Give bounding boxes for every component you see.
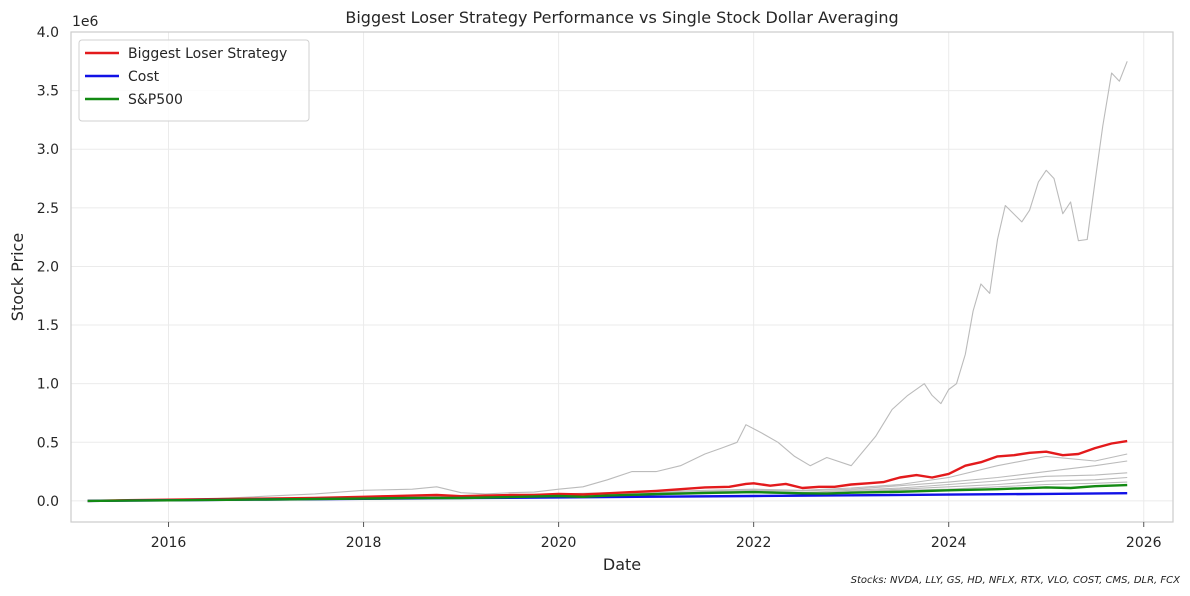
stock-line-3 [87,61,1128,502]
x-tick-label: 2018 [346,535,382,551]
y-offset-label: 1e6 [72,14,99,30]
y-tick-label: 0.5 [37,435,59,451]
y-tick-label: 1.5 [37,318,59,334]
x-tick-label: 2026 [1126,535,1162,551]
legend: Biggest Loser Strategy Cost S&P500 [78,39,310,122]
y-tick-label: 2.0 [37,259,59,275]
legend-label: S&P500 [128,92,183,108]
x-tick-label: 2016 [151,535,187,551]
y-tick-label: 1.0 [37,377,59,393]
x-tick-label: 2024 [931,535,967,551]
legend-label: Biggest Loser Strategy [128,46,287,62]
y-tick-label: 4.0 [37,25,59,41]
legend-label: Cost [128,69,160,85]
y-tick-label: 0.0 [37,494,59,510]
y-tick-label: 3.0 [37,142,59,158]
series-layer [87,61,1128,503]
y-axis-label: Stock Price [8,233,27,321]
y-tick-label: 3.5 [37,84,59,100]
stocks-footnote: Stocks: NVDA, LLY, GS, HD, NFLX, RTX, VL… [851,575,1182,586]
grid [71,31,1173,522]
legend-box [78,39,310,122]
x-tick-label: 2020 [541,535,577,551]
ticks: 2016 2018 2020 2022 2024 2026 0.0 0.5 1.0 1.5 2.0 2… [37,25,1162,551]
x-tick-label: 2022 [736,535,772,551]
x-axis-label: Date [603,555,641,574]
series-line-s-p500 [87,483,1128,503]
plot-frame [70,31,1174,523]
chart-title: Biggest Loser Strategy Performance vs Si… [345,8,898,27]
series-line-biggest-loser-strategy [87,439,1128,503]
y-tick-label: 2.5 [37,201,59,217]
